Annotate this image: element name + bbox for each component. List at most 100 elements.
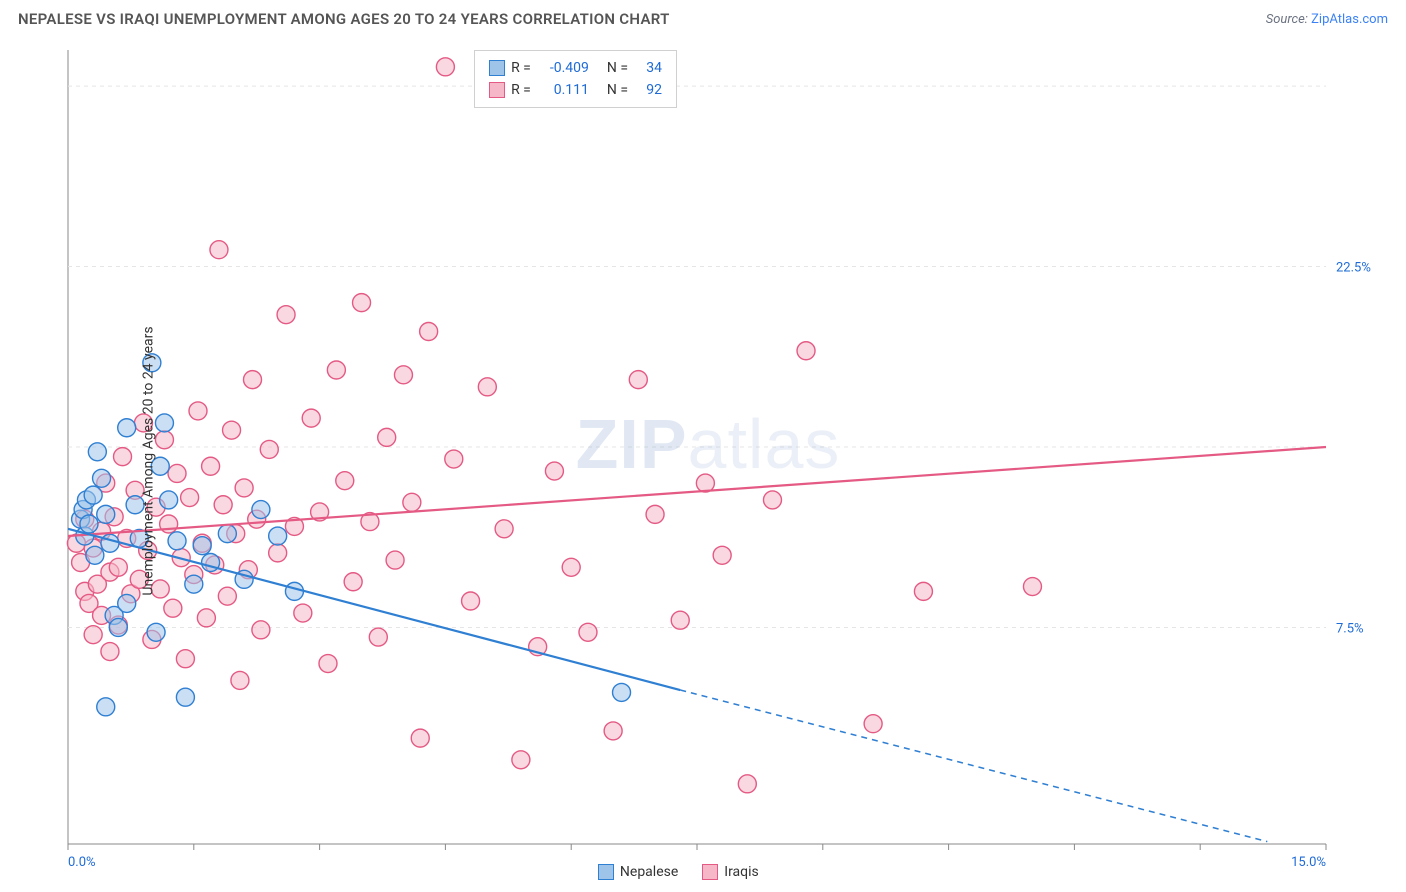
- iraqis-point: [738, 775, 756, 793]
- iraqis-point: [386, 551, 404, 569]
- iraqis-point: [545, 462, 563, 480]
- scatter-chart-svg: 7.5% 22.5% 0.0% 15.0%: [20, 40, 1396, 882]
- nepalese-point: [97, 505, 115, 523]
- iraqis-point: [646, 505, 664, 523]
- nepalese-point: [285, 582, 303, 600]
- iraqis-point: [353, 294, 371, 312]
- stats-legend-row: R = 0.111 N = 92: [489, 79, 662, 101]
- iraqis-point: [235, 479, 253, 497]
- iraqis-point: [671, 611, 689, 629]
- n-label: N =: [607, 57, 628, 79]
- x-tick-label: 15.0%: [1291, 855, 1326, 870]
- iraqis-point: [269, 544, 287, 562]
- iraqis-point: [327, 361, 345, 379]
- iraqis-point: [629, 371, 647, 389]
- iraqis-point: [336, 472, 354, 490]
- legend-item: Nepalese: [598, 864, 678, 880]
- nepalese-point: [613, 683, 631, 701]
- iraqis-point: [294, 604, 312, 622]
- nepalese-point: [218, 525, 236, 543]
- nepalese-point: [84, 486, 102, 504]
- y-tick-label: 22.5%: [1336, 261, 1371, 276]
- iraqis-point: [114, 448, 132, 466]
- r-value: 0.111: [537, 79, 589, 101]
- nepalese-point: [118, 419, 136, 437]
- iraqis-point: [445, 450, 463, 468]
- iraqis-point: [189, 402, 207, 420]
- iraqis-point: [495, 520, 513, 538]
- iraqis-point: [176, 650, 194, 668]
- y-tick-label: 7.5%: [1336, 621, 1364, 636]
- iraqis-point: [713, 546, 731, 564]
- nepalese-point: [97, 698, 115, 716]
- iraqis-point: [864, 715, 882, 733]
- chart-source: Source: ZipAtlas.com: [1266, 12, 1388, 27]
- n-value: 92: [634, 79, 662, 101]
- iraqis-point: [214, 496, 232, 514]
- legend-swatch: [489, 60, 505, 76]
- iraqis-point: [277, 306, 295, 324]
- x-tick-label: 0.0%: [68, 855, 96, 870]
- nepalese-point: [80, 515, 98, 533]
- nepalese-point: [269, 527, 287, 545]
- nepalese-point: [86, 546, 104, 564]
- chart-container: Unemployment Among Ages 20 to 24 years Z…: [20, 40, 1396, 882]
- legend-label: Iraqis: [724, 864, 758, 880]
- iraqis-point: [378, 428, 396, 446]
- r-label: R =: [511, 57, 531, 79]
- chart-title: NEPALESE VS IRAQI UNEMPLOYMENT AMONG AGE…: [18, 10, 670, 28]
- iraqis-point: [252, 621, 270, 639]
- iraqis-point: [604, 722, 622, 740]
- nepalese-point: [88, 443, 106, 461]
- iraqis-point: [462, 592, 480, 610]
- iraqis-point: [101, 643, 119, 661]
- stats-legend-box: R =-0.409N =34R =0.111N =92: [474, 50, 677, 108]
- series-legend: Nepalese Iraqis: [598, 864, 759, 880]
- iraqis-point: [202, 457, 220, 475]
- iraqis-point: [164, 599, 182, 617]
- iraqis-point: [478, 378, 496, 396]
- y-axis-label: Unemployment Among Ages 20 to 24 years: [141, 326, 157, 595]
- iraqis-point: [411, 729, 429, 747]
- stats-legend-row: R =-0.409N =34: [489, 57, 662, 79]
- iraqis-point: [319, 655, 337, 673]
- iraqis-point: [579, 623, 597, 641]
- r-label: R =: [511, 79, 531, 101]
- iraqis-point: [210, 241, 228, 259]
- iraqis-point: [344, 573, 362, 591]
- iraqis-point: [797, 342, 815, 360]
- legend-swatch: [489, 82, 505, 98]
- nepalese-point: [118, 594, 136, 612]
- iraqis-point: [436, 58, 454, 76]
- iraqis-point: [155, 431, 173, 449]
- iraqis-point: [420, 323, 438, 341]
- iraqis-point: [914, 582, 932, 600]
- legend-swatch: [702, 864, 718, 880]
- nepalese-trend-line: [68, 529, 680, 690]
- nepalese-trend-line-dashed: [680, 690, 1267, 842]
- nepalese-point: [252, 501, 270, 519]
- iraqis-point: [181, 489, 199, 507]
- iraqis-point: [369, 628, 387, 646]
- nepalese-point: [155, 414, 173, 432]
- iraqis-point: [168, 464, 186, 482]
- iraqis-point: [231, 671, 249, 689]
- nepalese-point: [109, 618, 127, 636]
- source-link[interactable]: ZipAtlas.com: [1311, 12, 1388, 27]
- iraqis-point: [512, 751, 530, 769]
- nepalese-point: [101, 534, 119, 552]
- iraqis-point: [260, 440, 278, 458]
- nepalese-point: [193, 537, 211, 555]
- iraqis-point: [763, 491, 781, 509]
- source-prefix: Source:: [1266, 12, 1311, 27]
- legend-label: Nepalese: [620, 864, 678, 880]
- iraqis-point: [197, 609, 215, 627]
- nepalese-point: [147, 623, 165, 641]
- iraqis-trend-line: [68, 447, 1326, 536]
- iraqis-point: [244, 371, 262, 389]
- r-value: -0.409: [537, 57, 589, 79]
- iraqis-point: [84, 626, 102, 644]
- nepalese-point: [160, 491, 178, 509]
- legend-item: Iraqis: [702, 864, 758, 880]
- n-label: N =: [607, 79, 628, 101]
